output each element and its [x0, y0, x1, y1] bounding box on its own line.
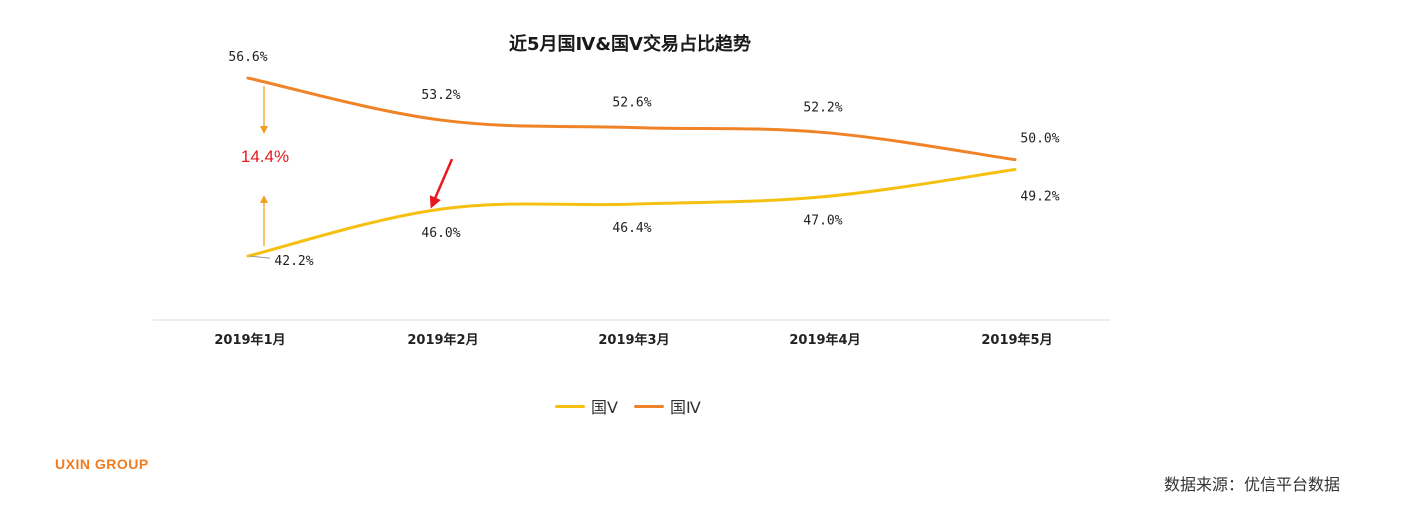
data-label-guo5-2: 46.0% — [421, 226, 460, 241]
data-label-guo4-2: 53.2% — [421, 88, 460, 103]
data-label-leader — [249, 255, 271, 259]
data-label-guo4-5: 50.0% — [1020, 132, 1059, 147]
highlight-arrow — [429, 158, 454, 209]
legend-swatch-guo4 — [633, 404, 664, 408]
data-label-guo4-1: 56.6% — [228, 50, 267, 65]
data-label-guo4-4: 52.2% — [803, 100, 842, 115]
x-tick-label-2: 2019年2月 — [407, 332, 478, 348]
legend-label-guo4: 国Ⅳ — [669, 398, 701, 417]
data-label-guo5-5: 49.2% — [1020, 190, 1059, 205]
data-source: 数据来源：优信平台数据 — [1163, 475, 1340, 494]
x-tick-label-5: 2019年5月 — [981, 332, 1052, 348]
x-tick-label-1: 2019年1月 — [214, 332, 285, 348]
legend-item-guo5[interactable]: 国Ⅴ — [555, 394, 618, 418]
data-label-guo5-3: 46.4% — [612, 221, 651, 236]
legend-label-guo5: 国Ⅴ — [591, 398, 618, 417]
brand-logo-text: UXIN GROUP — [55, 456, 149, 472]
legend-item-guo4[interactable]: 国Ⅳ — [633, 394, 701, 418]
x-tick-label-4: 2019年4月 — [789, 332, 860, 348]
legend-swatch-guo5 — [555, 404, 585, 408]
x-tick-label-3: 2019年3月 — [598, 332, 669, 348]
series-line-guo4[interactable] — [246, 76, 1017, 162]
data-label-guo5-1: 42.2% — [274, 254, 313, 269]
data-label-guo4-3: 52.6% — [612, 95, 651, 110]
series-line-guo5[interactable] — [246, 168, 1017, 258]
chart-title: 近5月国Ⅳ&国Ⅴ交易占比趋势 — [509, 34, 751, 55]
data-label-guo5-4: 47.0% — [803, 214, 842, 229]
legend: 国Ⅴ 国Ⅳ — [555, 394, 717, 418]
gap-annotation-label: 14.4% — [241, 147, 289, 166]
